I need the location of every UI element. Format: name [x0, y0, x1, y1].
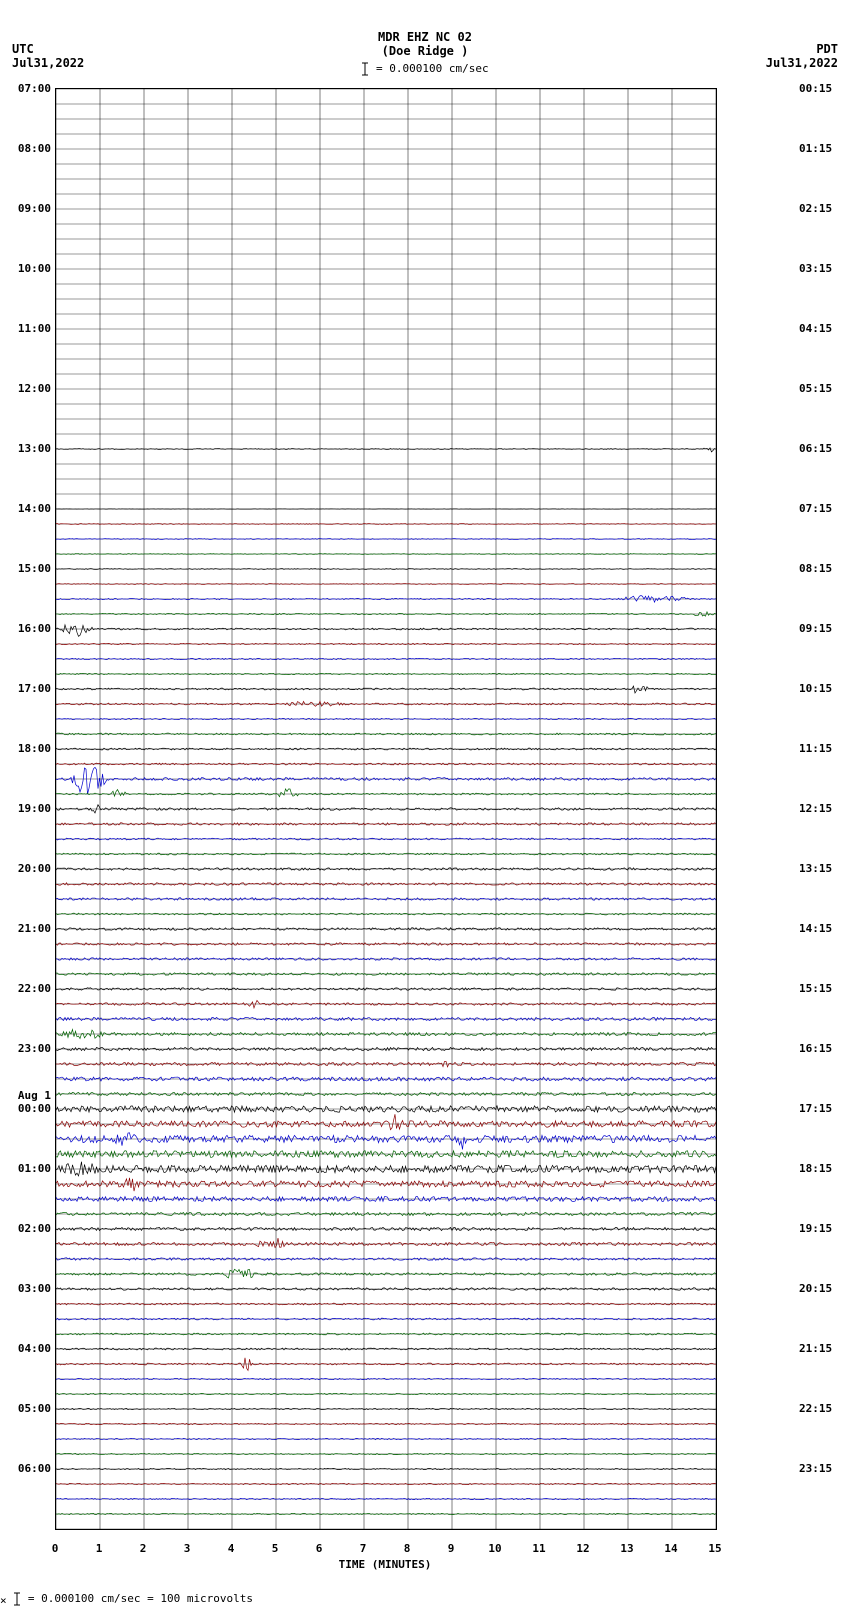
- left-hour-label: 11:00: [18, 322, 51, 335]
- right-hour-label: 02:15: [799, 202, 832, 215]
- left-hour-label: 05:00: [18, 1402, 51, 1415]
- right-hour-label: 19:15: [799, 1222, 832, 1235]
- x-tick-label: 8: [404, 1542, 411, 1555]
- right-hour-label: 11:15: [799, 742, 832, 755]
- left-hour-label: 09:00: [18, 202, 51, 215]
- right-hour-label: 01:15: [799, 142, 832, 155]
- left-hour-label: 23:00: [18, 1042, 51, 1055]
- seismogram-container: MDR EHZ NC 02 (Doe Ridge ) = 0.000100 cm…: [0, 0, 850, 1613]
- x-tick-label: 10: [488, 1542, 501, 1555]
- left-hour-label: 03:00: [18, 1282, 51, 1295]
- right-hour-label: 18:15: [799, 1162, 832, 1175]
- left-hour-label: 02:00: [18, 1222, 51, 1235]
- x-tick-label: 14: [664, 1542, 677, 1555]
- right-hour-label: 23:15: [799, 1462, 832, 1475]
- x-tick-label: 15: [708, 1542, 721, 1555]
- left-hour-label: 06:00: [18, 1462, 51, 1475]
- seismogram-svg: [56, 89, 716, 1529]
- right-hour-label: 12:15: [799, 802, 832, 815]
- left-hour-label: 04:00: [18, 1342, 51, 1355]
- footer-text: = 0.000100 cm/sec = 100 microvolts: [28, 1592, 253, 1605]
- right-hour-label: 03:15: [799, 262, 832, 275]
- scale-text: = 0.000100 cm/sec: [376, 62, 489, 75]
- x-tick-label: 6: [316, 1542, 323, 1555]
- right-hour-label: 22:15: [799, 1402, 832, 1415]
- right-hour-label: 20:15: [799, 1282, 832, 1295]
- left-hour-label: 07:00: [18, 82, 51, 95]
- right-hour-label: 10:15: [799, 682, 832, 695]
- scale-indicator: = 0.000100 cm/sec: [0, 62, 850, 76]
- pdt-date: Jul31,2022: [766, 56, 838, 70]
- x-tick-label: 9: [448, 1542, 455, 1555]
- x-tick-label: 0: [52, 1542, 59, 1555]
- left-hour-label: 16:00: [18, 622, 51, 635]
- date-change-label: Aug 1: [18, 1089, 51, 1102]
- left-hour-label: 22:00: [18, 982, 51, 995]
- footer-scale-bar-icon: [13, 1592, 21, 1606]
- left-hour-label: 17:00: [18, 682, 51, 695]
- right-hour-label: 13:15: [799, 862, 832, 875]
- x-tick-label: 13: [620, 1542, 633, 1555]
- right-hour-label: 09:15: [799, 622, 832, 635]
- x-tick-label: 2: [140, 1542, 147, 1555]
- left-hour-label: 00:00: [18, 1102, 51, 1115]
- right-hour-label: 04:15: [799, 322, 832, 335]
- x-tick-label: 7: [360, 1542, 367, 1555]
- x-tick-label: 5: [272, 1542, 279, 1555]
- station-title: MDR EHZ NC 02: [0, 30, 850, 44]
- pdt-label: PDT: [816, 42, 838, 56]
- right-hour-label: 21:15: [799, 1342, 832, 1355]
- utc-label: UTC: [12, 42, 34, 56]
- left-hour-label: 13:00: [18, 442, 51, 455]
- utc-date: Jul31,2022: [12, 56, 84, 70]
- x-tick-label: 4: [228, 1542, 235, 1555]
- right-hour-label: 08:15: [799, 562, 832, 575]
- right-hour-label: 05:15: [799, 382, 832, 395]
- right-hour-labels: 00:1501:1502:1503:1504:1505:1506:1507:15…: [797, 88, 842, 1528]
- left-hour-label: 20:00: [18, 862, 51, 875]
- left-hour-label: 21:00: [18, 922, 51, 935]
- plot-area: [55, 88, 717, 1530]
- left-hour-label: 12:00: [18, 382, 51, 395]
- x-tick-label: 11: [532, 1542, 545, 1555]
- right-hour-label: 00:15: [799, 82, 832, 95]
- left-hour-label: 08:00: [18, 142, 51, 155]
- x-axis-label: TIME (MINUTES): [55, 1558, 715, 1571]
- right-hour-label: 17:15: [799, 1102, 832, 1115]
- scale-bar-icon: [361, 62, 369, 76]
- station-subtitle: (Doe Ridge ): [0, 44, 850, 58]
- right-hour-label: 07:15: [799, 502, 832, 515]
- x-tick-label: 3: [184, 1542, 191, 1555]
- x-tick-label: 1: [96, 1542, 103, 1555]
- left-hour-label: 19:00: [18, 802, 51, 815]
- right-hour-label: 16:15: [799, 1042, 832, 1055]
- left-hour-label: 01:00: [18, 1162, 51, 1175]
- left-hour-label: 15:00: [18, 562, 51, 575]
- left-hour-label: 14:00: [18, 502, 51, 515]
- left-hour-label: 18:00: [18, 742, 51, 755]
- footer-scale: × = 0.000100 cm/sec = 100 microvolts: [0, 1592, 253, 1607]
- left-hour-label: 10:00: [18, 262, 51, 275]
- right-hour-label: 15:15: [799, 982, 832, 995]
- right-hour-label: 06:15: [799, 442, 832, 455]
- left-hour-labels: 07:0008:0009:0010:0011:0012:0013:0014:00…: [8, 88, 53, 1528]
- right-hour-label: 14:15: [799, 922, 832, 935]
- x-tick-label: 12: [576, 1542, 589, 1555]
